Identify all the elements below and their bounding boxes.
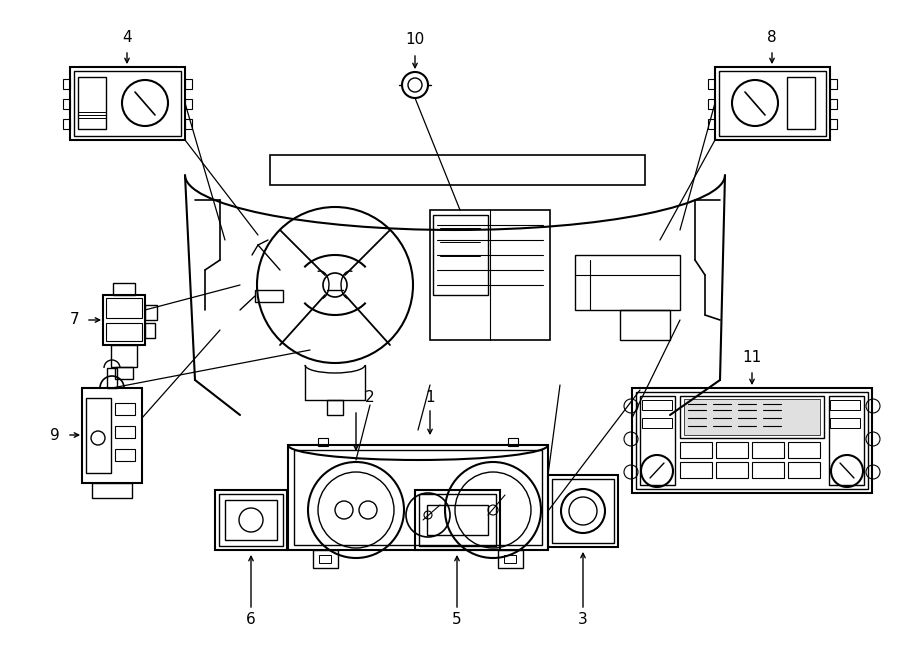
- Text: 9: 9: [50, 428, 60, 442]
- Bar: [433, 215, 488, 295]
- Bar: [498, 550, 523, 568]
- Bar: [640, 396, 675, 485]
- Bar: [185, 79, 192, 89]
- Bar: [215, 490, 287, 550]
- Bar: [270, 155, 645, 185]
- Bar: [708, 79, 715, 89]
- Bar: [327, 400, 343, 415]
- Bar: [255, 290, 283, 302]
- Text: 10: 10: [405, 32, 425, 48]
- Bar: [82, 388, 142, 483]
- Bar: [145, 305, 157, 320]
- Bar: [715, 67, 830, 140]
- Bar: [716, 442, 748, 458]
- Bar: [63, 99, 70, 109]
- Bar: [719, 71, 826, 136]
- Text: 2: 2: [365, 391, 374, 405]
- Bar: [642, 400, 672, 410]
- Bar: [830, 418, 860, 428]
- Bar: [288, 445, 548, 550]
- Bar: [829, 396, 864, 485]
- Bar: [788, 462, 820, 478]
- Bar: [708, 119, 715, 129]
- Bar: [508, 438, 518, 446]
- Bar: [552, 479, 614, 543]
- Bar: [752, 462, 784, 478]
- Bar: [63, 79, 70, 89]
- Text: 8: 8: [767, 30, 777, 46]
- Bar: [74, 71, 181, 136]
- Bar: [575, 255, 680, 310]
- Bar: [106, 323, 142, 341]
- Bar: [632, 388, 872, 493]
- Bar: [115, 449, 135, 461]
- Text: 3: 3: [578, 613, 588, 627]
- Bar: [106, 298, 142, 318]
- Bar: [787, 77, 815, 129]
- Bar: [716, 462, 748, 478]
- Bar: [642, 418, 672, 428]
- Bar: [185, 99, 192, 109]
- Bar: [145, 323, 155, 338]
- Bar: [294, 450, 542, 545]
- Bar: [415, 490, 500, 550]
- Bar: [788, 442, 820, 458]
- Bar: [111, 345, 137, 367]
- Bar: [107, 368, 117, 388]
- Bar: [113, 283, 135, 295]
- Bar: [830, 400, 860, 410]
- Bar: [430, 210, 550, 340]
- Text: 1: 1: [425, 391, 435, 405]
- Bar: [752, 442, 784, 458]
- Bar: [830, 79, 837, 89]
- Text: 11: 11: [742, 350, 761, 366]
- Bar: [419, 494, 496, 546]
- Bar: [92, 483, 132, 498]
- Bar: [708, 99, 715, 109]
- Bar: [680, 442, 712, 458]
- Text: 4: 4: [122, 30, 131, 46]
- Bar: [548, 475, 618, 547]
- Bar: [78, 77, 106, 129]
- Text: 6: 6: [246, 613, 256, 627]
- Bar: [684, 399, 820, 435]
- Bar: [115, 426, 135, 438]
- Bar: [830, 99, 837, 109]
- Bar: [319, 555, 331, 563]
- Text: 7: 7: [70, 313, 80, 327]
- Bar: [680, 396, 824, 438]
- Bar: [636, 392, 868, 489]
- Bar: [427, 505, 488, 535]
- Bar: [103, 295, 145, 345]
- Bar: [115, 367, 133, 379]
- Bar: [680, 462, 712, 478]
- Bar: [504, 555, 516, 563]
- Bar: [830, 119, 837, 129]
- Bar: [318, 438, 328, 446]
- Bar: [86, 398, 111, 473]
- Bar: [620, 310, 670, 340]
- Bar: [63, 119, 70, 129]
- Bar: [313, 550, 338, 568]
- Text: 5: 5: [452, 613, 462, 627]
- Bar: [185, 119, 192, 129]
- Bar: [115, 403, 135, 415]
- Bar: [219, 494, 283, 546]
- Bar: [225, 500, 277, 540]
- Bar: [70, 67, 185, 140]
